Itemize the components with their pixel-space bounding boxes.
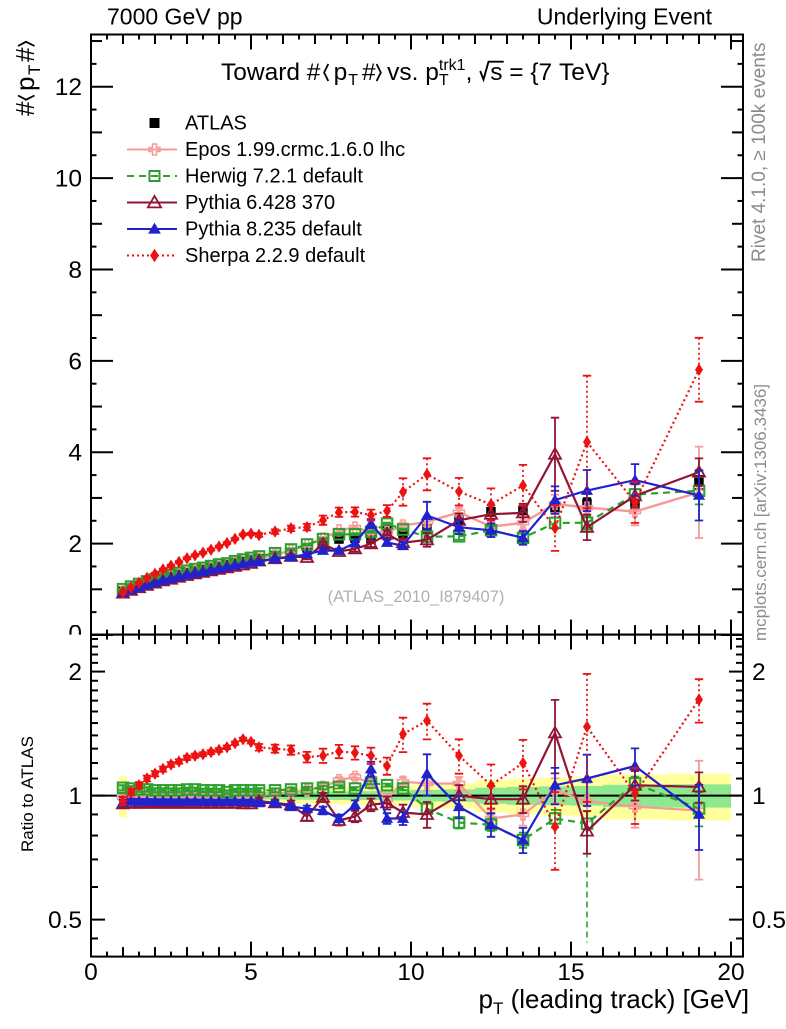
svg-text:Underlying Event: Underlying Event bbox=[537, 4, 713, 30]
svg-text:Pythia 6.428 370: Pythia 6.428 370 bbox=[185, 192, 335, 214]
svg-text:6: 6 bbox=[68, 348, 82, 375]
svg-text:s = {7 TeV}: s = {7 TeV} bbox=[490, 59, 609, 86]
svg-text:4: 4 bbox=[68, 440, 82, 467]
svg-text:p: p bbox=[334, 59, 348, 86]
svg-text:Sherpa 2.2.9 default: Sherpa 2.2.9 default bbox=[185, 245, 366, 267]
svg-text:#: # bbox=[362, 59, 376, 86]
svg-text:(ATLAS_2010_I879407): (ATLAS_2010_I879407) bbox=[328, 588, 505, 606]
svg-text:T: T bbox=[439, 72, 449, 89]
svg-text:Epos 1.99.crmc.1.6.0 lhc: Epos 1.99.crmc.1.6.0 lhc bbox=[185, 139, 405, 161]
svg-text:Herwig 7.2.1 default: Herwig 7.2.1 default bbox=[185, 166, 363, 188]
svg-text:Pythia 8.235 default: Pythia 8.235 default bbox=[185, 219, 362, 241]
svg-text:10: 10 bbox=[397, 959, 424, 986]
svg-text:5: 5 bbox=[244, 959, 258, 986]
svg-text:Rivet 4.1.0, ≥ 100k events: Rivet 4.1.0, ≥ 100k events bbox=[749, 42, 770, 262]
svg-text:0.5: 0.5 bbox=[752, 907, 786, 934]
svg-text:8: 8 bbox=[68, 257, 82, 284]
svg-text:#: # bbox=[10, 47, 40, 62]
svg-text:0: 0 bbox=[68, 621, 82, 648]
svg-text:0: 0 bbox=[84, 959, 98, 986]
svg-text:1: 1 bbox=[68, 783, 82, 810]
svg-text:12: 12 bbox=[55, 74, 82, 101]
svg-text:0.5: 0.5 bbox=[48, 907, 82, 934]
svg-text:Ratio to ATLAS: Ratio to ATLAS bbox=[18, 736, 37, 852]
svg-text:20: 20 bbox=[717, 959, 744, 986]
svg-text:Toward #: Toward # bbox=[221, 59, 321, 86]
svg-text:trk1: trk1 bbox=[439, 57, 466, 74]
svg-text:7000 GeV pp: 7000 GeV pp bbox=[107, 4, 243, 30]
svg-text:2: 2 bbox=[68, 531, 82, 558]
svg-text:ATLAS: ATLAS bbox=[185, 113, 247, 135]
svg-text:T: T bbox=[25, 65, 44, 75]
svg-text:T: T bbox=[348, 72, 358, 89]
svg-text:10: 10 bbox=[55, 166, 82, 193]
svg-text:p: p bbox=[10, 77, 40, 91]
svg-text:,: , bbox=[466, 59, 480, 86]
svg-text:vs. p: vs. p bbox=[387, 59, 439, 86]
svg-text:(leading track) [GeV]: (leading track) [GeV] bbox=[503, 984, 749, 1014]
svg-text:2: 2 bbox=[752, 659, 766, 686]
svg-text:1: 1 bbox=[752, 783, 766, 810]
svg-text:T: T bbox=[493, 999, 503, 1018]
svg-text:15: 15 bbox=[557, 959, 584, 986]
svg-text:2: 2 bbox=[68, 659, 82, 686]
svg-text:p: p bbox=[479, 984, 493, 1014]
svg-text:#: # bbox=[10, 101, 40, 116]
svg-text:mcplots.cern.ch [arXiv:1306.34: mcplots.cern.ch [arXiv:1306.3436] bbox=[751, 384, 770, 641]
